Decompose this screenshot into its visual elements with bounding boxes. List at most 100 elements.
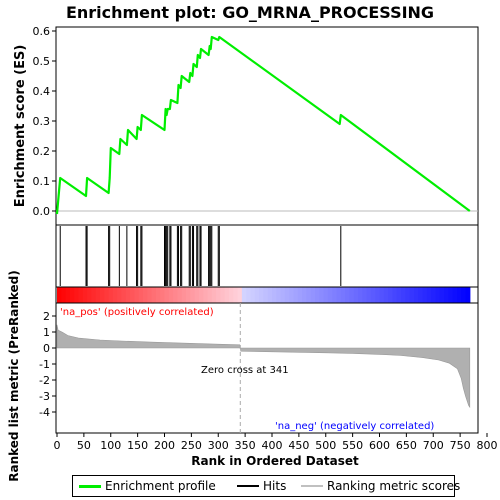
heatmap-cell bbox=[74, 287, 80, 303]
legend-swatch-metric bbox=[301, 485, 323, 487]
metric-y-tick-label: -2 bbox=[39, 374, 50, 387]
heatmap-cell bbox=[388, 287, 393, 303]
x-tick-label: 200 bbox=[154, 439, 175, 452]
chart-legend: Enrichment profile Hits Ranking metric s… bbox=[72, 475, 460, 497]
heatmap-cell bbox=[461, 287, 467, 303]
heatmap-cell bbox=[61, 287, 67, 303]
heatmap-cell bbox=[267, 287, 273, 303]
heatmap-cell bbox=[263, 287, 269, 303]
heatmap-cell bbox=[138, 287, 144, 303]
heatmap-cell bbox=[155, 287, 161, 303]
heatmap-cell bbox=[319, 287, 325, 303]
x-tick-label: 700 bbox=[423, 439, 444, 452]
chart-title: Enrichment plot: GO_MRNA_PROCESSING bbox=[66, 3, 434, 22]
heatmap-cell bbox=[272, 287, 277, 303]
x-tick-label: 350 bbox=[235, 439, 256, 452]
x-axis: 0 50 100 150 200 250 300 350 400 450 500 550 600 650 7… bbox=[54, 433, 498, 452]
heatmap-cell bbox=[203, 287, 209, 303]
heatmap-cell bbox=[130, 287, 135, 303]
metric-y-tick-label: -3 bbox=[39, 390, 50, 403]
heatmap-cell bbox=[340, 287, 346, 303]
x-tick-label: 300 bbox=[208, 439, 229, 452]
es-y-axis-label: Enrichment score (ES) bbox=[13, 45, 28, 208]
metric-y-tick-label: 0 bbox=[43, 342, 50, 355]
heatmap-cell bbox=[190, 287, 196, 303]
zero-cross-label: Zero cross at 341 bbox=[201, 365, 289, 376]
x-tick-label: 400 bbox=[262, 439, 283, 452]
heatmap-cell bbox=[409, 287, 415, 303]
legend-item-ranking-metric: Ranking metric scores bbox=[301, 479, 460, 493]
es-panel-ticks: 0.0 0.1 0.2 0.3 0.4 0.5 0.6 bbox=[33, 25, 478, 218]
ranking-metric-area bbox=[56, 324, 471, 409]
heatmap-cell bbox=[91, 287, 97, 303]
heatmap-cell bbox=[456, 287, 462, 303]
heatmap-cell bbox=[147, 287, 153, 303]
heatmap-cell bbox=[426, 287, 432, 303]
x-tick-label: 650 bbox=[396, 439, 417, 452]
legend-label-enrichment: Enrichment profile bbox=[105, 479, 216, 493]
heatmap-cell bbox=[186, 287, 191, 303]
heatmap-cell bbox=[143, 287, 148, 303]
heatmap-cell bbox=[177, 287, 183, 303]
metric-y-tick-label: 1 bbox=[43, 326, 50, 339]
x-tick-label: 750 bbox=[450, 439, 471, 452]
heatmap-cell bbox=[306, 287, 312, 303]
heatmap-cell bbox=[332, 287, 338, 303]
heatmap-cell bbox=[353, 287, 359, 303]
heatmap-cell bbox=[168, 287, 174, 303]
es-y-tick-label: 0.1 bbox=[33, 175, 51, 188]
heatmap-cell bbox=[349, 287, 355, 303]
heatmap-cell bbox=[100, 287, 105, 303]
heatmap-cell bbox=[297, 287, 303, 303]
legend-item-enrichment-profile: Enrichment profile bbox=[79, 479, 216, 493]
heatmap-cell bbox=[396, 287, 402, 303]
metric-panel-frame bbox=[55, 302, 479, 434]
x-tick-label: 500 bbox=[315, 439, 336, 452]
heatmap-cell bbox=[358, 287, 363, 303]
legend-label-metric: Ranking metric scores bbox=[327, 479, 461, 493]
x-tick-label: 550 bbox=[342, 439, 363, 452]
heatmap-cell bbox=[375, 287, 381, 303]
enrichment-profile-line bbox=[55, 35, 471, 215]
heatmap-cell bbox=[250, 287, 256, 303]
heatmap-cell bbox=[194, 287, 200, 303]
heatmap-cell bbox=[315, 287, 320, 303]
heatmap-cell bbox=[302, 287, 307, 303]
x-tick-label: 0 bbox=[54, 439, 61, 452]
heatmap-cell bbox=[87, 287, 92, 303]
heatmap-cell bbox=[117, 287, 123, 303]
heatmap-cell bbox=[211, 287, 217, 303]
hit-markers bbox=[59, 226, 342, 286]
heatmap-cell bbox=[134, 287, 140, 303]
heatmap-cell bbox=[431, 287, 436, 303]
heatmap-cell bbox=[237, 287, 243, 303]
heatmap-cell bbox=[435, 287, 441, 303]
heatmap-cell bbox=[444, 287, 449, 303]
x-tick-label: 800 bbox=[477, 439, 498, 452]
es-y-tick-label: 0.5 bbox=[33, 55, 51, 68]
es-y-tick-label: 0.6 bbox=[33, 25, 51, 38]
heatmap-cell bbox=[362, 287, 368, 303]
x-tick-label: 50 bbox=[77, 439, 91, 452]
heatmap-cell bbox=[379, 287, 385, 303]
heatmap-cell bbox=[160, 287, 166, 303]
heatmap-cell bbox=[366, 287, 372, 303]
heatmap-cell bbox=[422, 287, 428, 303]
es-y-tick-label: 0.4 bbox=[33, 85, 51, 98]
heatmap-cell bbox=[276, 287, 282, 303]
x-tick-label: 450 bbox=[288, 439, 309, 452]
legend-label-hits: Hits bbox=[263, 479, 287, 493]
heatmap-cell bbox=[383, 287, 389, 303]
heatmap-cell bbox=[69, 287, 75, 303]
heatmap-cell bbox=[401, 287, 406, 303]
heatmap-cell bbox=[345, 287, 350, 303]
metric-y-axis-label: Ranked list metric (PreRanked) bbox=[7, 270, 21, 482]
legend-swatch-hits bbox=[237, 485, 259, 487]
ranked-list-heatmap-bar bbox=[55, 286, 479, 304]
enrichment-profile-polyline bbox=[55, 35, 471, 215]
pos-correlated-label: 'na_pos' (positively correlated) bbox=[60, 307, 214, 318]
heatmap-cell bbox=[418, 287, 424, 303]
heatmap-cell bbox=[82, 287, 88, 303]
heatmap-cell bbox=[310, 287, 316, 303]
